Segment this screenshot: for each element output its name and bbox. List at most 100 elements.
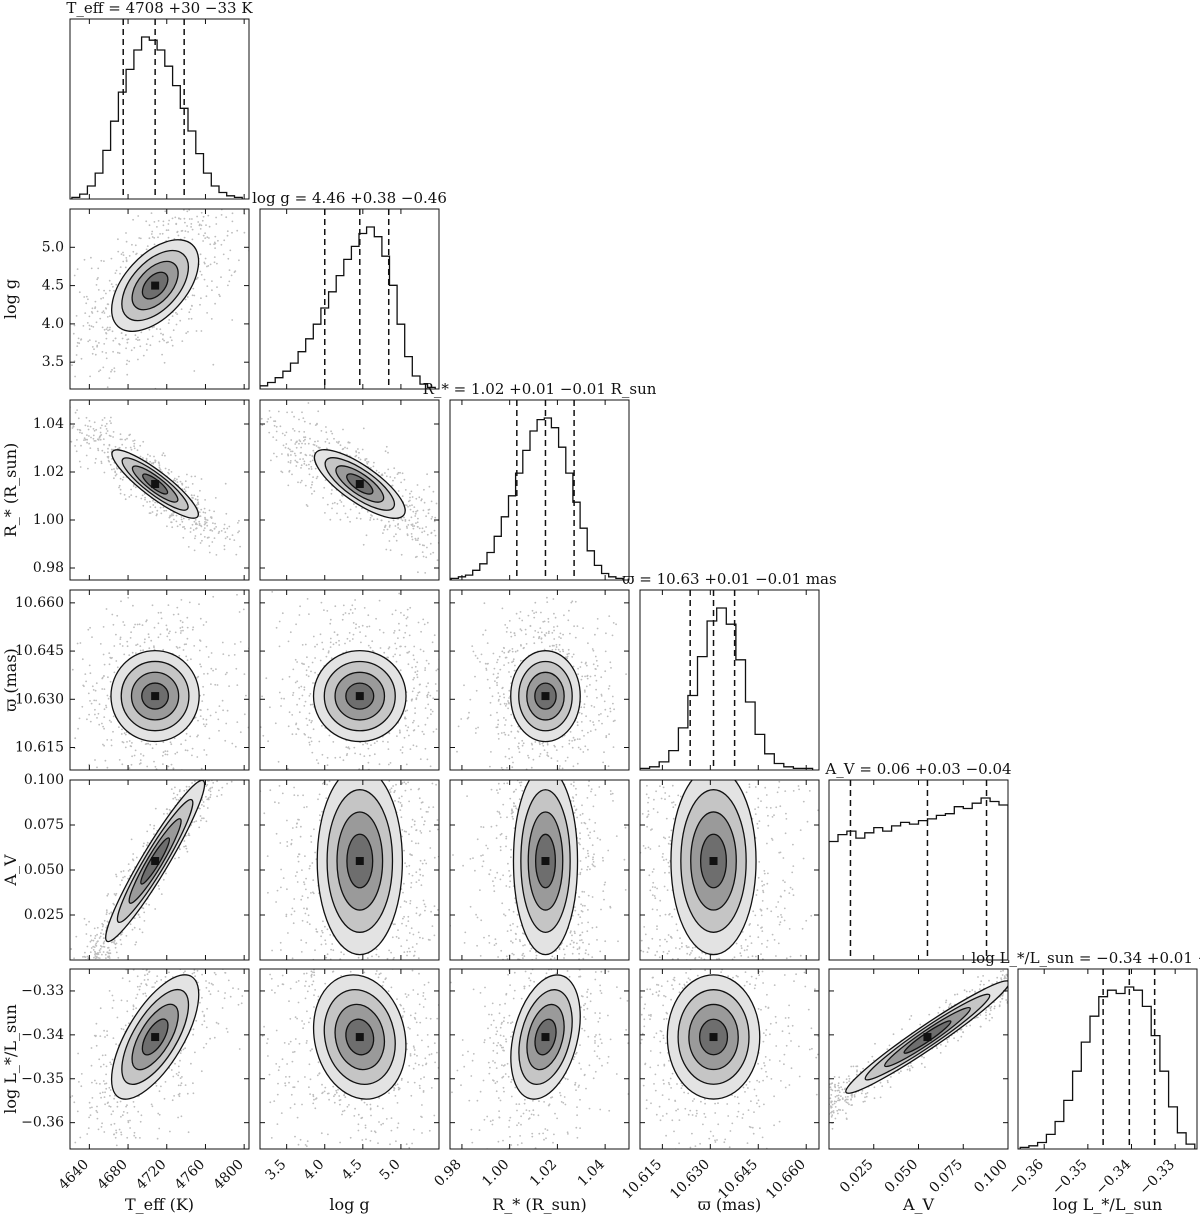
scatter-point xyxy=(140,753,142,755)
scatter-point xyxy=(100,932,102,935)
scatter-point xyxy=(209,787,212,790)
scatter-point xyxy=(549,645,551,648)
scatter-point xyxy=(556,760,559,762)
scatter-point xyxy=(85,933,88,935)
scatter-point xyxy=(122,254,125,256)
hist-panel-logg: log g = 4.46 +0.38 −0.46 xyxy=(252,189,447,390)
scatter-point xyxy=(539,743,541,746)
scatter-point xyxy=(310,486,312,489)
scatter-point xyxy=(435,728,438,730)
scatter-point xyxy=(187,834,190,836)
scatter-point xyxy=(483,602,486,605)
scatter-point xyxy=(431,641,434,644)
scatter-point xyxy=(414,707,416,709)
scatter-point xyxy=(165,203,167,205)
scatter-point xyxy=(654,680,656,682)
scatter-point xyxy=(156,513,158,516)
scatter-point xyxy=(456,750,458,753)
scatter-point xyxy=(423,544,425,547)
scatter-point xyxy=(399,731,401,733)
scatter-point xyxy=(412,678,415,681)
scatter-point xyxy=(220,243,223,246)
scatter-point xyxy=(275,455,278,458)
scatter-point xyxy=(294,443,297,445)
scatter-point xyxy=(576,721,579,724)
scatter-point xyxy=(510,675,512,678)
scatter-point xyxy=(355,774,357,776)
scatter-point xyxy=(508,620,511,622)
scatter-point xyxy=(412,721,414,724)
scatter-point xyxy=(402,636,405,639)
scatter-point xyxy=(367,461,370,463)
scatter-point xyxy=(325,447,328,450)
scatter-point xyxy=(185,785,188,788)
scatter-point xyxy=(504,705,507,707)
scatter-point xyxy=(475,727,477,730)
scatter-point xyxy=(539,574,541,576)
scatter-point xyxy=(234,745,237,748)
scatter-point xyxy=(292,691,295,694)
scatter-point xyxy=(520,644,522,647)
scatter-point xyxy=(308,463,310,466)
scatter-point xyxy=(122,476,125,479)
scatter-point xyxy=(75,450,78,453)
scatter-point xyxy=(101,419,104,421)
scatter-point xyxy=(292,668,295,671)
scatter-point xyxy=(589,720,592,722)
contour-line-2 xyxy=(526,671,565,721)
scatter-point xyxy=(566,653,569,656)
scatter-point xyxy=(83,955,86,958)
scatter-point xyxy=(398,629,401,632)
scatter-point xyxy=(433,634,436,637)
scatter-point xyxy=(202,511,205,514)
scatter-point xyxy=(317,762,320,765)
scatter-point xyxy=(191,238,194,241)
scatter-point xyxy=(183,845,186,848)
scatter-point xyxy=(169,741,172,744)
scatter-point xyxy=(186,626,189,629)
scatter-point xyxy=(543,749,546,751)
scatter-point xyxy=(78,460,81,463)
scatter-point xyxy=(335,441,338,443)
scatter-point xyxy=(157,220,160,222)
scatter-point xyxy=(394,642,397,645)
scatter-point xyxy=(311,481,314,483)
scatter-point xyxy=(126,437,128,440)
scatter-point xyxy=(380,519,383,522)
scatter-point xyxy=(166,753,169,756)
scatter-point xyxy=(97,277,99,279)
scatter-point xyxy=(291,411,293,413)
scatter-point xyxy=(376,740,378,743)
scatter-point xyxy=(265,733,267,735)
scatter-point xyxy=(202,234,205,237)
scatter-point xyxy=(86,434,88,436)
scatter-point xyxy=(169,515,171,518)
scatter-point xyxy=(97,439,100,441)
scatter-point xyxy=(280,705,282,707)
scatter-point xyxy=(124,498,127,501)
scatter-point xyxy=(471,545,473,547)
scatter-point xyxy=(189,527,192,529)
scatter-point xyxy=(448,530,450,532)
scatter-point xyxy=(121,478,124,481)
scatter-point xyxy=(142,457,144,459)
scatter-point xyxy=(339,499,341,502)
scatter-point xyxy=(340,501,343,503)
scatter-point xyxy=(85,416,88,419)
scatter-point xyxy=(96,344,99,347)
scatter-point xyxy=(418,527,421,530)
scatter-point xyxy=(346,575,348,577)
scatter-point xyxy=(105,332,108,335)
scatter-point xyxy=(299,605,301,608)
scatter-point xyxy=(407,524,410,526)
scatter-point xyxy=(527,756,530,759)
scatter-point xyxy=(426,533,429,536)
scatter-point xyxy=(105,913,108,916)
scatter-point xyxy=(311,661,314,664)
scatter-point xyxy=(145,457,148,460)
scatter-point xyxy=(395,660,398,663)
scatter-point xyxy=(326,756,329,759)
scatter-point xyxy=(502,646,505,649)
scatter-point xyxy=(137,336,139,339)
scatter-point xyxy=(425,556,428,559)
